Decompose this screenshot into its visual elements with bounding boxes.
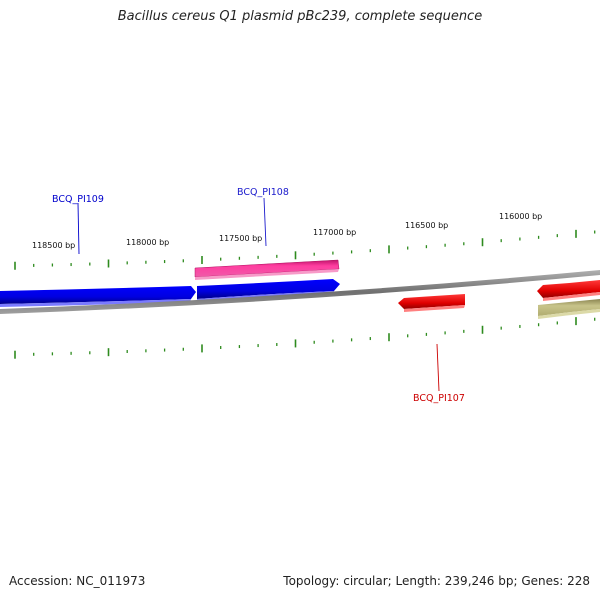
tick-label: 116500 bp bbox=[405, 221, 448, 230]
gene-label-leader bbox=[436, 343, 440, 392]
gene-label-bcq-pi107[interactable]: BCQ_PI107 bbox=[413, 393, 465, 404]
gene-arrow-shadow bbox=[404, 305, 465, 312]
gene-arrow-shadow bbox=[0, 299, 191, 307]
gene-label-bcq-pi109[interactable]: BCQ_PI109 bbox=[52, 194, 104, 205]
gene-arrow-bcq-pi109[interactable] bbox=[0, 286, 196, 304]
tick-label: 118500 bp bbox=[32, 241, 75, 250]
map-stats-text: Topology: circular; Length: 239,246 bp; … bbox=[283, 574, 590, 588]
gene-arrow-bcq-pi107[interactable] bbox=[398, 294, 465, 309]
tick-label: 117500 bp bbox=[219, 234, 262, 243]
gene-arrow-olive[interactable] bbox=[538, 299, 600, 316]
inner-scale-ticks bbox=[14, 317, 596, 359]
tick-label: 116000 bp bbox=[499, 212, 542, 221]
accession-text: Accession: NC_011973 bbox=[9, 574, 146, 588]
tick-label: 117000 bp bbox=[313, 228, 356, 237]
gene-label-bcq-pi108[interactable]: BCQ_PI108 bbox=[237, 187, 289, 198]
outer-scale-ticks bbox=[14, 229, 596, 270]
map-title: Bacillus cereus Q1 plasmid pBc239, compl… bbox=[117, 9, 483, 24]
gene-arrow-red[interactable] bbox=[537, 280, 600, 298]
gene-arrow-shadow bbox=[543, 292, 600, 301]
gene-arrow-shadow bbox=[195, 269, 339, 280]
gene-label-leader bbox=[77, 202, 80, 255]
tick-label: 118000 bp bbox=[126, 238, 169, 247]
plasmid-backbone bbox=[0, 270, 600, 314]
gene-arrow-shadow bbox=[538, 309, 600, 319]
gene-label-leader bbox=[263, 197, 267, 247]
gene-arrow-blue[interactable] bbox=[197, 279, 340, 299]
